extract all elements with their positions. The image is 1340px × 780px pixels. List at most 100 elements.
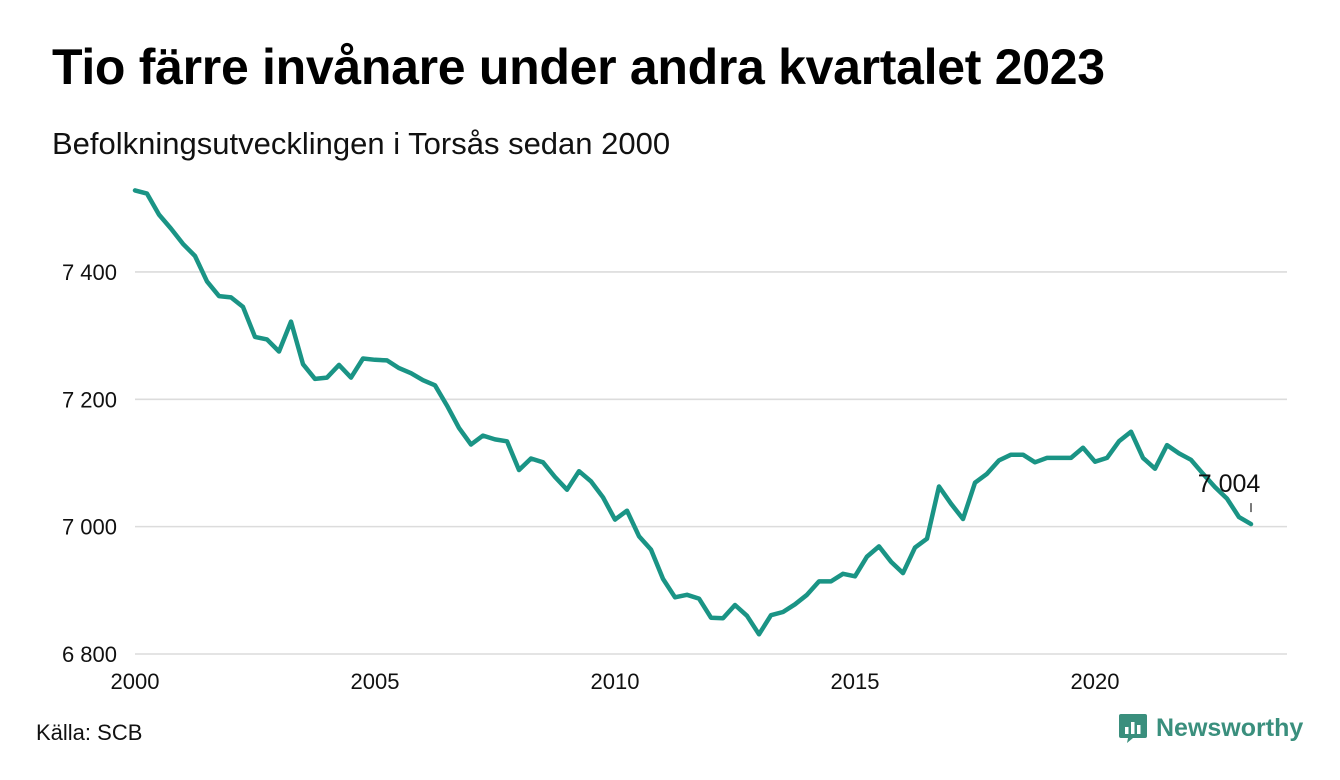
data-point: [409, 371, 413, 375]
data-point: [913, 545, 917, 549]
data-point: [457, 426, 461, 430]
data-point: [853, 574, 857, 578]
data-point: [937, 484, 941, 488]
data-point: [1045, 456, 1049, 460]
data-point: [169, 226, 173, 230]
x-tick-label: 2005: [351, 669, 400, 694]
data-point: [265, 337, 269, 341]
data-point: [877, 544, 881, 548]
data-point: [1021, 453, 1025, 457]
data-point: [145, 191, 149, 195]
data-point: [397, 366, 401, 370]
data-point: [1093, 460, 1097, 464]
data-point: [625, 509, 629, 513]
data-point: [553, 475, 557, 479]
data-point: [349, 375, 353, 379]
data-point: [1033, 460, 1037, 464]
data-point: [253, 335, 257, 339]
data-point: [337, 363, 341, 367]
data-point: [1057, 456, 1061, 460]
data-point: [385, 358, 389, 362]
data-point: [565, 488, 569, 492]
y-tick-label: 7 000: [62, 515, 117, 540]
chart-title: Tio färre invånare under andra kvartalet…: [52, 39, 1105, 95]
y-tick-label: 7 200: [62, 387, 117, 412]
data-point: [889, 560, 893, 564]
source-note: Källa: SCB: [36, 720, 143, 745]
x-tick-label: 2010: [591, 669, 640, 694]
data-point: [301, 362, 305, 366]
data-point: [781, 610, 785, 614]
data-point: [241, 305, 245, 309]
data-point: [733, 603, 737, 607]
data-point: [1105, 456, 1109, 460]
series-line: [132, 188, 1254, 637]
annotations: 7 004: [1198, 470, 1260, 513]
data-point: [721, 616, 725, 620]
data-point: [289, 319, 293, 323]
data-point: [373, 358, 377, 362]
data-point: [313, 377, 317, 381]
y-tick-label: 6 800: [62, 642, 117, 667]
data-point: [757, 632, 761, 636]
data-point: [1129, 430, 1133, 434]
data-point: [541, 460, 545, 464]
data-point: [433, 383, 437, 387]
data-point: [421, 378, 425, 382]
data-point: [529, 456, 533, 460]
data-point: [133, 188, 137, 192]
data-point: [613, 517, 617, 521]
data-point: [745, 614, 749, 618]
data-point: [997, 458, 1001, 462]
data-point: [709, 616, 713, 620]
data-point: [805, 593, 809, 597]
data-point: [685, 593, 689, 597]
data-point: [589, 479, 593, 483]
data-point: [1117, 439, 1121, 443]
data-point: [577, 469, 581, 473]
data-point: [949, 502, 953, 506]
data-point: [1141, 456, 1145, 460]
data-point: [325, 375, 329, 379]
series-layer: [132, 188, 1254, 637]
data-point: [1237, 515, 1241, 519]
data-point: [961, 517, 965, 521]
data-point: [637, 534, 641, 538]
data-point: [469, 442, 473, 446]
data-point: [925, 537, 929, 541]
data-point: [985, 472, 989, 476]
data-point: [793, 602, 797, 606]
data-point: [277, 349, 281, 353]
data-point: [193, 254, 197, 258]
data-point: [1081, 446, 1085, 450]
y-axis-tick-labels: 6 800 7 000 7 200 7 400: [62, 260, 117, 667]
x-axis-tick-labels: 2000 2005 2010 2015 2020: [111, 669, 1120, 694]
x-tick-label: 2000: [111, 669, 160, 694]
data-point: [673, 595, 677, 599]
data-point: [829, 579, 833, 583]
newsworthy-logo-icon: [1119, 714, 1147, 743]
data-point: [229, 295, 233, 299]
data-point: [973, 481, 977, 485]
y-tick-label: 7 400: [62, 260, 117, 285]
gridlines: [135, 271, 1287, 655]
data-point: [1249, 522, 1253, 526]
data-point: [1069, 456, 1073, 460]
x-tick-label: 2020: [1071, 669, 1120, 694]
data-point: [493, 437, 497, 441]
brand-logo[interactable]: Newsworthy: [1118, 712, 1303, 744]
data-point: [697, 596, 701, 600]
data-point: [601, 495, 605, 499]
data-point: [157, 212, 161, 216]
data-point: [1009, 453, 1013, 457]
data-point: [661, 577, 665, 581]
data-point: [1177, 451, 1181, 455]
data-point: [649, 547, 653, 551]
data-point: [841, 572, 845, 576]
chart-subtitle: Befolkningsutvecklingen i Torsås sedan 2…: [52, 126, 671, 161]
brand-name: Newsworthy: [1156, 713, 1304, 742]
data-point: [865, 554, 869, 558]
data-point: [217, 294, 221, 298]
data-point: [505, 439, 509, 443]
